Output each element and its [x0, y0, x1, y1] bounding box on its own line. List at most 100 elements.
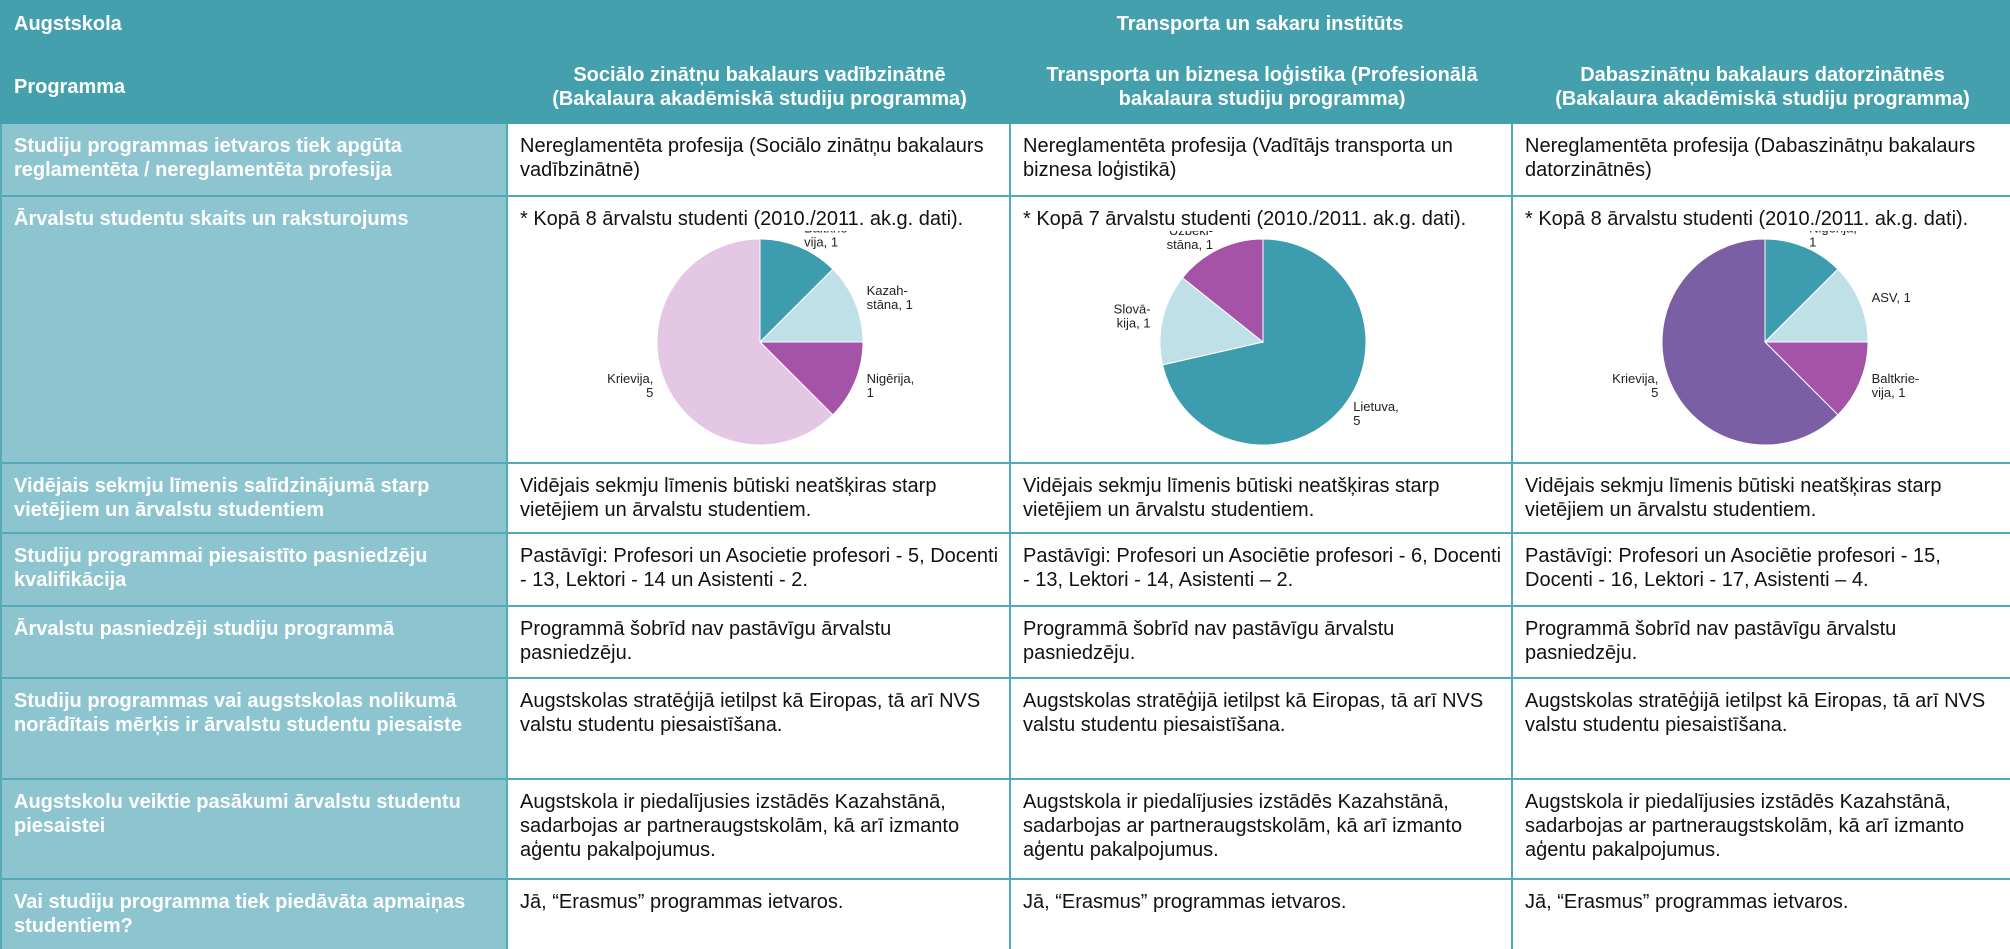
table-row: Studiju programmai piesaistīto pasniedzē… [0, 532, 2010, 607]
row-label: Ārvalstu pasniedzēji studiju programmā [0, 605, 508, 679]
pie-slice [1181, 238, 1264, 344]
cell: Augstskolas stratēģijā ietilpst kā Eirop… [506, 677, 1011, 780]
cell-text: * Kopā 8 ārvalstu studenti (2010./2011. … [1525, 208, 1969, 230]
row-label: Augstskolu veiktie pasākumi ārvalstu stu… [0, 778, 508, 880]
programme-line: Transporta un biznesa loģistika (Profesi… [1046, 63, 1478, 86]
row-label: Vidējais sekmju līmenis salīdzinājumā st… [0, 462, 508, 534]
institution-name: Transporta un sakaru institūts [506, 0, 2010, 51]
row-label: Vai studiju programma tiek piedāvāta apm… [0, 878, 508, 949]
programme-line: Dabaszinātņu bakalaurs datorzinātnēs [1580, 63, 1945, 86]
pie-label-line: Krievija, [1612, 371, 1658, 386]
cell: Augstskola ir piedalījusies izstādēs Kaz… [1009, 778, 1513, 880]
table-row: Studiju programmas ietvaros tiek apgūta … [0, 122, 2010, 197]
header-row: Augstskola Transporta un sakaru institūts [0, 0, 2010, 51]
pie-label-line: Slovā- [1114, 301, 1151, 316]
cell: Augstskolas stratēģijā ietilpst kā Eirop… [1009, 677, 1513, 780]
cell: Vidējais sekmju līmenis būtiski neatšķir… [506, 462, 1011, 534]
pie-label-line: stāna, 1 [867, 297, 913, 312]
pie-label-line: stāna, 1 [1167, 237, 1213, 252]
programme-line: bakalaura studiju programma) [1118, 87, 1406, 110]
pie-label-line: ASV, 1 [1872, 290, 1911, 305]
pie-label-line: vija, 1 [1872, 385, 1906, 400]
cell: Jā, “Erasmus” programmas ietvaros. [506, 878, 1011, 949]
table-row: Ārvalstu pasniedzēji studiju programmā Pr… [0, 605, 2010, 679]
cell: Programmā šobrīd nav pastāvīgu ārvalstu … [1511, 605, 2010, 679]
cell: Jā, “Erasmus” programmas ietvaros. [1511, 878, 2010, 949]
pie-label-line: 1 [867, 385, 874, 400]
cell: * Kopā 7 ārvalstu studenti (2010./2011. … [1009, 195, 1513, 464]
cell: Pastāvīgi: Profesori un Asociētie profes… [1009, 532, 1513, 607]
pie-slice [1763, 341, 1869, 416]
pie-label-line: Lietuva, [1353, 399, 1399, 414]
table-row: Vai studiju programma tiek piedāvāta apm… [0, 878, 2010, 949]
pie-label-line: Krievija, [607, 371, 653, 386]
pie-label-line: vija, 1 [804, 234, 838, 249]
cell: Nereglamentēta profesija (Dabaszinātņu b… [1511, 122, 2010, 197]
cell: Programmā šobrīd nav pastāvīgu ārvalstu … [506, 605, 1011, 679]
programme-name: Sociālo zinātņu bakalaurs vadībzinātnē (B… [506, 49, 1011, 124]
cell: Augstskola ir piedalījusies izstādēs Kaz… [1511, 778, 2010, 880]
programme-name: Dabaszinātņu bakalaurs datorzinātnēs (Bak… [1511, 49, 2010, 124]
pie-label-line: Baltkrie- [1872, 371, 1920, 386]
pie-label: Nigērija,1 [867, 371, 915, 400]
programme-line: (Bakalaura akadēmiskā studiju programma) [1555, 87, 1970, 110]
header-label: Augstskola [0, 0, 508, 51]
pie-label-line: Nigērija, [867, 371, 915, 386]
row-label: Ārvalstu studentu skaits un raksturojums [0, 195, 508, 464]
pie-label: Slovā-kija, 1 [1114, 301, 1151, 330]
programme-line: (Bakalaura akadēmiskā studiju programma) [552, 87, 967, 110]
cell-text: * Kopā 8 ārvalstu studenti (2010./2011. … [520, 208, 964, 230]
cell: Vidējais sekmju līmenis būtiski neatšķir… [1009, 462, 1513, 534]
cell: Vidējais sekmju līmenis būtiski neatšķir… [1511, 462, 2010, 534]
cell: Nereglamentēta profesija (Sociālo zinātņ… [506, 122, 1011, 197]
pie-slice [1161, 238, 1367, 446]
cell: Augstskolas stratēģijā ietilpst kā Eirop… [1511, 677, 2010, 780]
pie-label: ASV, 1 [1872, 290, 1911, 305]
header-row: Programma Sociālo zinātņu bakalaurs vadīb… [0, 49, 2010, 124]
pie-slice [759, 238, 834, 344]
cell: Programmā šobrīd nav pastāvīgu ārvalstu … [1009, 605, 1513, 679]
pie-chart: Baltkrie-vija, 1 Kazah-stāna, 1 Nigērija,1… [607, 220, 915, 446]
row-label: Studiju programmas ietvaros tiek apgūta … [0, 122, 508, 197]
row-label: Studiju programmai piesaistīto pasniedzē… [0, 532, 508, 607]
cell: Pastāvīgi: Profesori un Asocietie profes… [506, 532, 1011, 607]
pie-label-line: 5 [1651, 385, 1658, 400]
pie-label: Krievija, 5 [607, 371, 653, 400]
header-label: Programma [0, 49, 508, 124]
table-row: Augstskolu veiktie pasākumi ārvalstu stu… [0, 778, 2010, 880]
pie-slice [758, 268, 864, 343]
pie-chart: Nigērija,1 ASV, 1 Baltkrie-vija, 1 Krievija… [1612, 220, 1920, 446]
pie-label: Krievija, 5 [1612, 371, 1658, 400]
pie-label: Kazah-stāna, 1 [867, 283, 913, 312]
pie-label: Baltkrie-vija, 1 [1872, 371, 1920, 400]
table-row: Studiju programmas vai augstskolas nolik… [0, 677, 2010, 780]
pie-slice [1159, 277, 1265, 366]
pie-chart: Lietuva,5 Slovā-kija, 1 Uzbeki-stāna, 1 [1114, 223, 1399, 446]
pie-slice [1764, 238, 1839, 344]
pie-label-line: 5 [1353, 413, 1360, 428]
pie-slice [758, 341, 864, 416]
cell: Nereglamentēta profesija (Vadītājs trans… [1009, 122, 1513, 197]
pie-label: Baltkrie-vija, 1 [804, 231, 852, 249]
pie-label: Uzbeki-stāna, 1 [1167, 231, 1213, 252]
pie-label: Lietuva, 5 [1353, 399, 1399, 428]
pie-label-line: 5 [646, 385, 653, 400]
pie-label-line: Kazah- [867, 283, 908, 298]
row-label: Studiju programmas vai augstskolas nolik… [0, 677, 508, 780]
cell: Augstskola ir piedalījusies izstādēs Kaz… [506, 778, 1011, 880]
pie-label: Nigērija,1 [1809, 231, 1857, 249]
programme-line: Sociālo zinātņu bakalaurs vadībzinātnē [573, 63, 946, 86]
pie-label-line: 1 [1809, 234, 1816, 249]
table-row: Ārvalstu studentu skaits un raksturojums… [0, 195, 2010, 464]
cell-text: * Kopā 7 ārvalstu studenti (2010./2011. … [1023, 208, 1467, 230]
pie-slice [1763, 268, 1869, 343]
cell: * Kopā 8 ārvalstu studenti (2010./2011. … [506, 195, 1011, 464]
programme-name: Transporta un biznesa loģistika (Profesi… [1009, 49, 1513, 124]
cell: Jā, “Erasmus” programmas ietvaros. [1009, 878, 1513, 949]
cell: Pastāvīgi: Profesori un Asociētie profes… [1511, 532, 2010, 607]
table-row: Vidējais sekmju līmenis salīdzinājumā st… [0, 462, 2010, 534]
pie-label-line: kija, 1 [1117, 315, 1151, 330]
pie-slice [1661, 238, 1839, 446]
